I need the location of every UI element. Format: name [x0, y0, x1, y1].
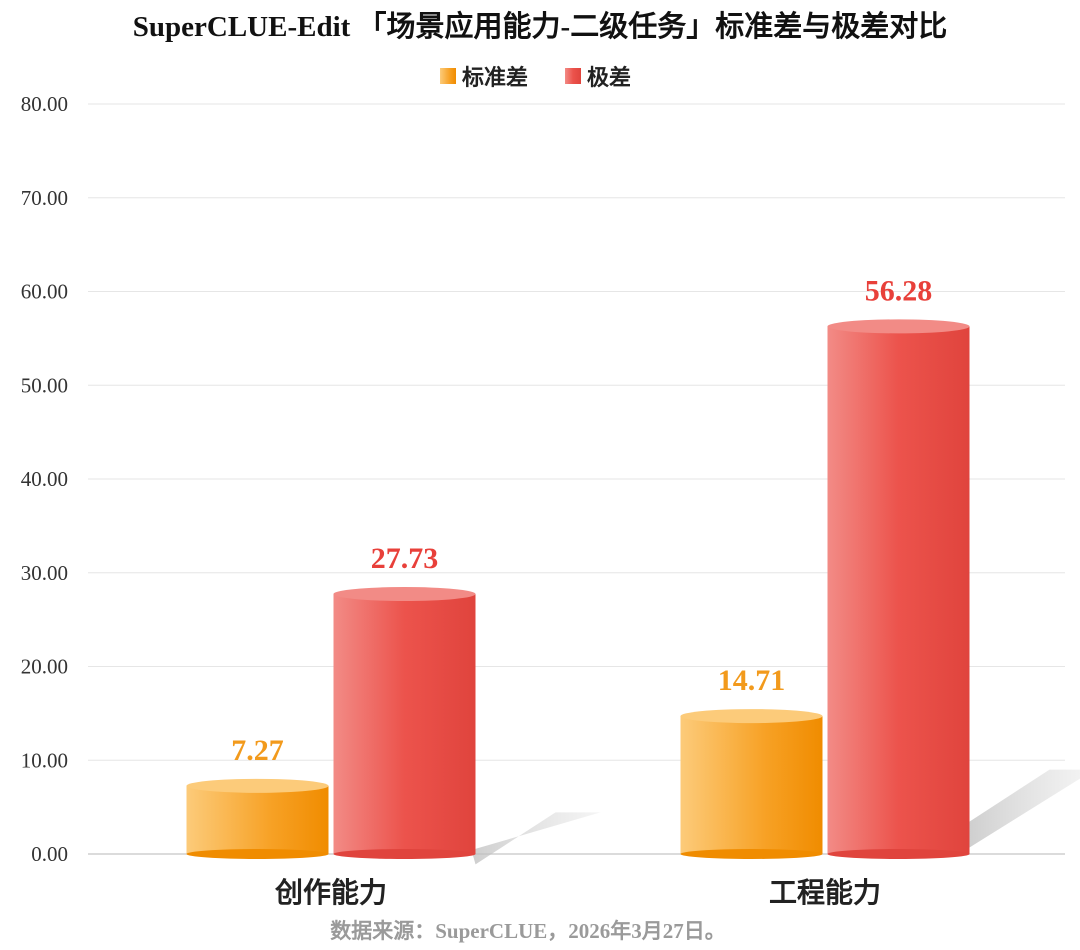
y-tick-label: 0.00 [31, 842, 68, 866]
bar-cap [680, 709, 823, 724]
y-tick-label: 60.00 [21, 280, 68, 304]
y-tick-label: 40.00 [21, 467, 68, 491]
legend-label-standard-deviation: 标准差 [462, 65, 528, 90]
bar-standard-deviation [186, 785, 329, 854]
y-axis-tick-labels: 0.00 10.00 20.00 30.00 40.00 50.00 60.00 70.00 8… [21, 92, 68, 866]
legend-label-range: 极差 [587, 65, 631, 90]
y-tick-label: 50.00 [21, 373, 68, 397]
bar-shadow [471, 812, 601, 865]
bar-shadows [471, 769, 1080, 865]
bar-standard-deviation [680, 716, 823, 854]
data-labels: 7.27 27.73 14.71 56.28 [231, 274, 932, 766]
y-tick-label: 80.00 [21, 92, 68, 116]
y-tick-label: 20.00 [21, 655, 68, 679]
bar-base [333, 849, 476, 859]
chart-title: SuperCLUE-Edit 「场景应用能力-二级任务」标准差与极差对比 [133, 9, 947, 43]
data-label: 27.73 [371, 542, 439, 575]
data-label: 14.71 [718, 664, 786, 697]
bar-range [333, 594, 476, 854]
data-label: 56.28 [865, 274, 933, 307]
x-tick-label: 工程能力 [769, 877, 881, 909]
legend: 标准差 极差 [440, 65, 631, 90]
bar-cap [333, 587, 476, 602]
bar-base [186, 849, 329, 859]
bar-cap [186, 778, 329, 793]
legend-swatch-standard-deviation [440, 68, 456, 84]
data-label: 7.27 [231, 734, 284, 767]
bar-range [827, 326, 970, 854]
bars [186, 319, 970, 859]
bar-base [827, 849, 970, 859]
y-tick-label: 10.00 [21, 748, 68, 772]
y-tick-label: 70.00 [21, 186, 68, 210]
bar-cap [827, 319, 970, 334]
source-note: 数据来源：SuperCLUE，2026年3月27日。 [330, 919, 726, 943]
x-tick-label: 创作能力 [274, 877, 387, 909]
x-axis-tick-labels: 创作能力 工程能力 [274, 877, 881, 909]
y-tick-label: 30.00 [21, 561, 68, 585]
bar-shadow [965, 769, 1080, 850]
bar-base [680, 849, 823, 859]
legend-swatch-range [565, 68, 581, 84]
